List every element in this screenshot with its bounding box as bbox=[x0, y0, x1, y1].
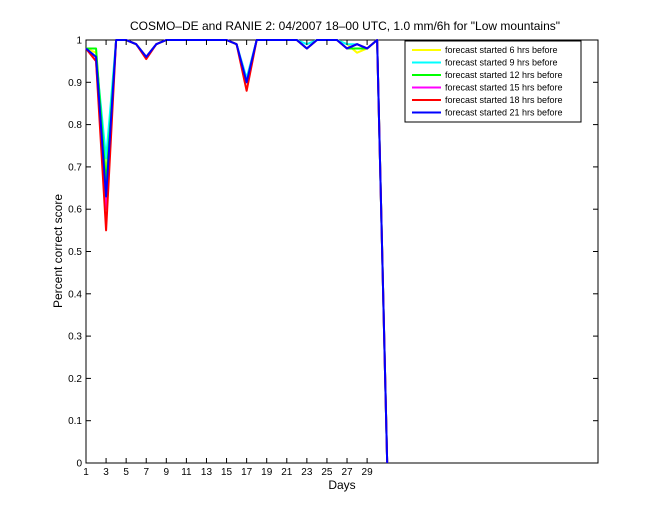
y-tick-label: 0.6 bbox=[68, 205, 82, 216]
y-tick-label: 0.3 bbox=[68, 332, 82, 343]
series-layer bbox=[85, 39, 389, 464]
y-tick-label: 0 bbox=[76, 459, 82, 470]
x-tick-label: 1 bbox=[83, 467, 89, 478]
y-tick-label: 0.1 bbox=[68, 416, 82, 427]
x-tick-label: 23 bbox=[301, 467, 313, 478]
x-tick-label: 7 bbox=[143, 467, 149, 478]
chart-title: COSMO–DE and RANIE 2: 04/2007 18–00 UTC,… bbox=[130, 19, 560, 33]
x-tick-label: 9 bbox=[164, 467, 170, 478]
legend[interactable]: forecast started 6 hrs before forecast st… bbox=[404, 40, 582, 123]
y-tick-label: 0.5 bbox=[68, 247, 82, 258]
x-tick-label: 29 bbox=[362, 467, 374, 478]
legend-label-1: forecast started 6 hrs before bbox=[445, 45, 558, 55]
series-line-6 bbox=[85, 39, 389, 464]
legend-label-3: forecast started 12 hrs before bbox=[445, 70, 563, 80]
y-tick-label: 0.8 bbox=[68, 120, 82, 131]
x-tick-label: 21 bbox=[281, 467, 293, 478]
x-tick-label: 15 bbox=[221, 467, 233, 478]
y-axis-label: Percent correct score bbox=[51, 194, 65, 308]
y-tick-label: 0.7 bbox=[68, 162, 82, 173]
y-tick-label: 0.2 bbox=[68, 374, 82, 385]
y-tick-label: 0.4 bbox=[68, 289, 82, 300]
x-tick-label: 17 bbox=[241, 467, 253, 478]
x-tick-label: 13 bbox=[201, 467, 213, 478]
y-axis: 0 0.1 0.2 0.3 0.4 0.5 0.6 0.7 0.8 0.9 1 bbox=[68, 36, 598, 470]
y-tick-label: 0.9 bbox=[68, 78, 82, 89]
x-axis-label: Days bbox=[328, 478, 355, 492]
legend-label-2: forecast started 9 hrs before bbox=[445, 58, 558, 68]
legend-label-6: forecast started 21 hrs before bbox=[445, 108, 563, 118]
y-tick-label: 1 bbox=[76, 36, 82, 47]
x-tick-label: 27 bbox=[341, 467, 353, 478]
x-tick-label: 5 bbox=[123, 467, 129, 478]
x-axis: 1 3 5 7 9 11 13 15 17 19 21 23 25 27 29 bbox=[83, 40, 373, 478]
legend-label-5: forecast started 18 hrs before bbox=[445, 95, 563, 105]
x-tick-label: 19 bbox=[261, 467, 273, 478]
x-tick-label: 3 bbox=[103, 467, 109, 478]
legend-box bbox=[404, 40, 582, 123]
x-tick-label: 11 bbox=[181, 467, 192, 478]
legend-label-4: forecast started 15 hrs before bbox=[445, 83, 563, 93]
x-tick-label: 25 bbox=[321, 467, 333, 478]
